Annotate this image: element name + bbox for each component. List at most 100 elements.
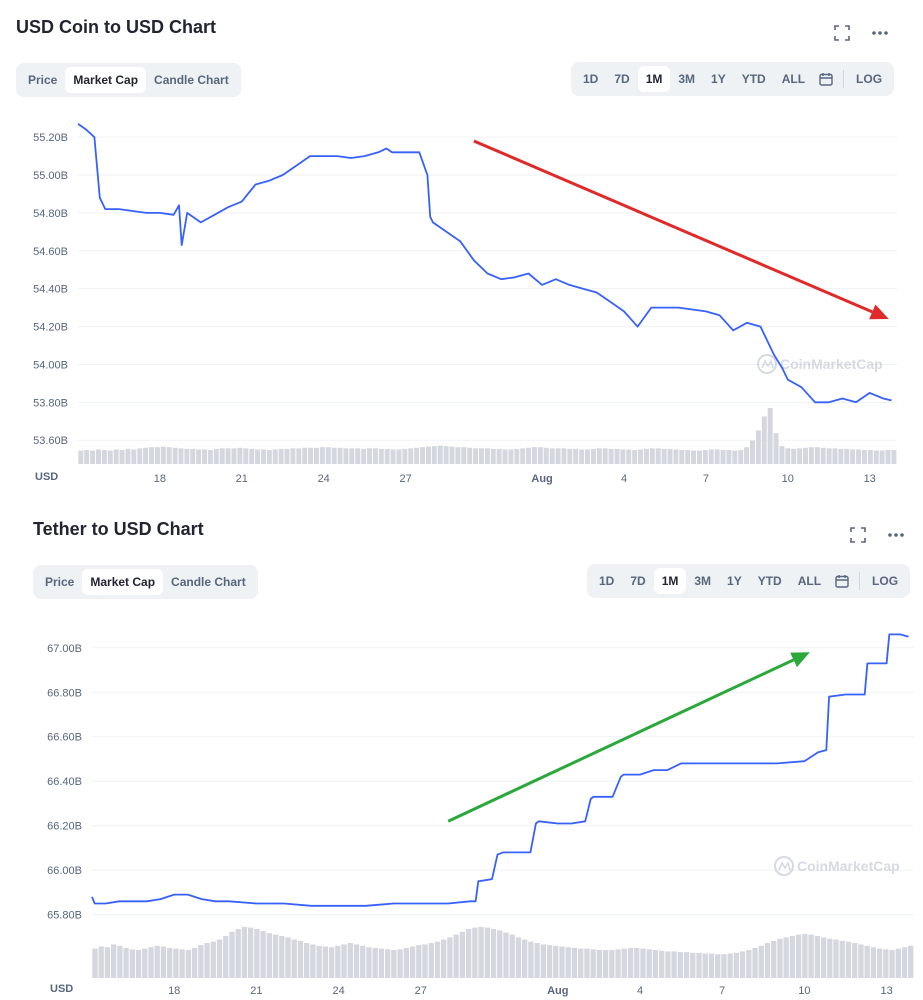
volume-bar bbox=[328, 947, 335, 978]
volume-bar bbox=[290, 448, 296, 464]
y-tick-label: 66.40B bbox=[47, 776, 82, 788]
range-7d[interactable]: 7D bbox=[630, 574, 646, 588]
range-ytd[interactable]: YTD bbox=[757, 574, 782, 588]
volume-bar bbox=[777, 938, 783, 978]
x-tick-label: 27 bbox=[399, 473, 411, 485]
fullscreen-icon[interactable] bbox=[846, 523, 870, 547]
volume-bar bbox=[98, 946, 104, 978]
calendar-icon[interactable] bbox=[829, 568, 855, 594]
volume-bar bbox=[870, 947, 877, 978]
range-1d[interactable]: 1D bbox=[583, 72, 599, 86]
svg-text:CoinMarketCap: CoinMarketCap bbox=[797, 858, 900, 874]
more-options-icon[interactable] bbox=[868, 21, 892, 45]
fullscreen-icon[interactable] bbox=[830, 21, 854, 45]
volume-bar bbox=[497, 930, 503, 978]
volume-bar bbox=[178, 448, 184, 464]
volume-bar bbox=[609, 950, 615, 978]
volume-bar bbox=[101, 450, 107, 464]
volume-bar bbox=[559, 946, 565, 978]
volume-bar bbox=[691, 450, 697, 464]
volume-bar bbox=[266, 450, 272, 464]
volume-bar bbox=[453, 934, 459, 978]
volume-bar bbox=[219, 448, 225, 464]
volume-bar bbox=[508, 449, 514, 464]
x-tick-label: 24 bbox=[332, 985, 344, 997]
volume-bar bbox=[677, 952, 683, 978]
y-tick-label: 66.60B bbox=[47, 732, 82, 744]
log-toggle[interactable]: LOG bbox=[872, 574, 899, 588]
volume-bar bbox=[355, 448, 361, 464]
log-toggle[interactable]: LOG bbox=[856, 72, 883, 86]
volume-bar bbox=[858, 944, 864, 978]
volume-bar bbox=[783, 937, 789, 978]
tab-price[interactable]: Price bbox=[45, 575, 75, 589]
range-1d[interactable]: 1D bbox=[599, 574, 615, 588]
calendar-icon[interactable] bbox=[813, 66, 839, 92]
volume-bar bbox=[673, 449, 679, 464]
volume-bar bbox=[752, 947, 758, 978]
volume-bar bbox=[584, 948, 590, 978]
range-ytd[interactable]: YTD bbox=[741, 72, 766, 86]
range-3m[interactable]: 3M bbox=[678, 72, 696, 86]
volume-bar bbox=[185, 950, 192, 978]
volume-bar bbox=[241, 926, 248, 978]
volume-bar bbox=[343, 448, 349, 464]
volume-bar bbox=[827, 938, 833, 978]
volume-bar bbox=[143, 447, 149, 464]
range-1y[interactable]: 1Y bbox=[727, 574, 742, 588]
volume-bar bbox=[515, 937, 522, 978]
volume-bar bbox=[353, 944, 360, 978]
range-1m[interactable]: 1M bbox=[653, 568, 687, 594]
volume-bar bbox=[797, 448, 803, 464]
range-7d[interactable]: 7D bbox=[614, 72, 630, 86]
volume-bar bbox=[117, 945, 123, 978]
range-1m[interactable]: 1M bbox=[637, 66, 671, 92]
volume-bar bbox=[308, 447, 314, 464]
range-3m[interactable]: 3M bbox=[694, 574, 712, 588]
series-line bbox=[91, 633, 909, 907]
volume-bar bbox=[534, 943, 540, 978]
volume-bar bbox=[260, 449, 266, 464]
volume-bar bbox=[372, 448, 378, 464]
volume-bar bbox=[690, 952, 696, 978]
x-tick-label: 10 bbox=[798, 985, 810, 997]
volume-bar bbox=[337, 447, 343, 464]
svg-text:CoinMarketCap: CoinMarketCap bbox=[780, 356, 883, 372]
divider bbox=[859, 572, 861, 590]
volume-bar bbox=[490, 929, 497, 978]
range-all[interactable]: ALL bbox=[797, 574, 822, 588]
range-1y[interactable]: 1Y bbox=[711, 72, 726, 86]
tab-candle-chart[interactable]: Candle Chart bbox=[171, 575, 246, 589]
volume-bar bbox=[378, 448, 384, 464]
more-options-icon[interactable] bbox=[884, 523, 908, 547]
volume-bar bbox=[826, 448, 832, 464]
volume-bar bbox=[237, 447, 243, 464]
volume-bar bbox=[649, 448, 655, 464]
y-tick-label: 54.00B bbox=[33, 359, 68, 371]
volume-bar bbox=[461, 447, 467, 464]
tab-market-cap[interactable]: Market Cap bbox=[82, 569, 164, 595]
tab-price[interactable]: Price bbox=[28, 73, 58, 87]
volume-bar bbox=[537, 447, 543, 464]
volume-bar bbox=[571, 947, 578, 978]
range-all[interactable]: ALL bbox=[781, 72, 806, 86]
divider bbox=[843, 70, 845, 88]
tab-candle-chart[interactable]: Candle Chart bbox=[154, 73, 229, 87]
volume-bar bbox=[372, 947, 378, 978]
volume-bar bbox=[889, 950, 895, 978]
volume-bar bbox=[148, 947, 154, 978]
x-tick-label: 13 bbox=[864, 473, 876, 485]
volume-bar bbox=[207, 450, 213, 464]
volume-bar bbox=[803, 447, 809, 464]
volume-bar bbox=[543, 447, 549, 464]
volume-bar bbox=[131, 449, 137, 464]
volume-bar bbox=[579, 449, 585, 464]
volume-bar bbox=[319, 447, 325, 464]
volume-bar bbox=[528, 941, 534, 978]
volume-bar bbox=[832, 448, 838, 464]
tab-market-cap[interactable]: Market Cap bbox=[65, 67, 147, 93]
x-tick-label: 4 bbox=[637, 985, 643, 997]
volume-bar bbox=[615, 949, 621, 978]
volume-bar bbox=[414, 447, 420, 464]
volume-bar bbox=[191, 947, 198, 978]
